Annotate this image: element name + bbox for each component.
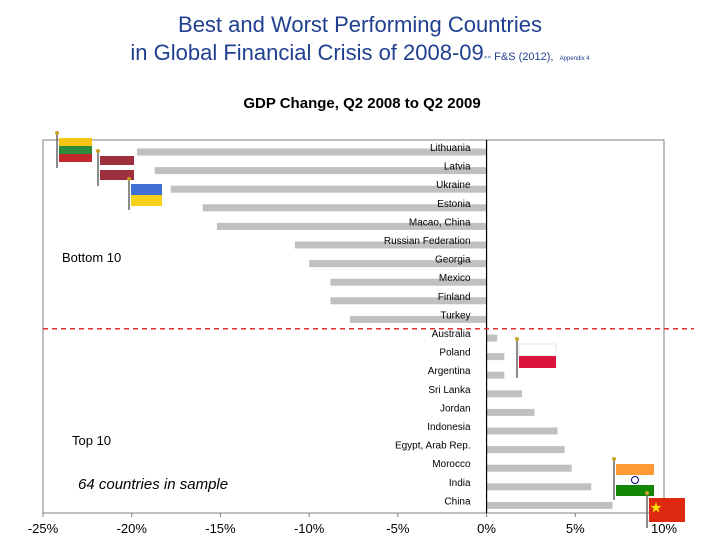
category-label: China xyxy=(444,496,471,507)
x-tick-label: -5% xyxy=(386,521,410,536)
slide-title-line1: Best and Worst Performing Countries xyxy=(178,12,542,37)
category-label: India xyxy=(449,478,471,489)
plot-area-frame xyxy=(42,139,665,514)
top-10-label: Top 10 xyxy=(72,433,111,448)
chart-title: GDP Change, Q2 2008 to Q2 2009 xyxy=(243,95,480,112)
x-tick-label: 0% xyxy=(477,521,496,536)
bar-australia xyxy=(486,334,498,342)
bar-india xyxy=(486,483,592,491)
category-label-group: Lithuania Latvia Ukraine Estonia Macao, Chin… xyxy=(384,143,471,507)
category-label: Argentina xyxy=(428,366,471,377)
x-tick-label: -10% xyxy=(294,521,325,536)
bar-morocco xyxy=(486,464,572,472)
category-label: Morocco xyxy=(432,459,471,470)
bar-egypt-arab-rep xyxy=(486,446,565,454)
bar-russian-federation xyxy=(294,241,487,249)
category-label: Estonia xyxy=(437,199,471,210)
bar-group xyxy=(137,148,613,509)
category-label: Mexico xyxy=(439,273,471,284)
citation-appendix: Appendix 4 xyxy=(559,56,590,62)
category-label: Lithuania xyxy=(430,143,471,154)
category-label: Ukraine xyxy=(436,180,471,191)
category-label: Russian Federation xyxy=(384,236,471,247)
poland-flag-icon xyxy=(515,337,557,378)
lithuania-flag-icon xyxy=(55,131,92,168)
category-label: Latvia xyxy=(444,162,471,173)
latvia-flag-icon xyxy=(96,149,134,186)
slide-title-line2: in Global Financial Crisis of 2008-09-- … xyxy=(0,40,720,72)
bar-sri-lanka xyxy=(486,390,523,398)
x-tick-label: -20% xyxy=(117,521,148,536)
category-label: Indonesia xyxy=(427,422,471,433)
sample-note: 64 countries in sample xyxy=(78,476,228,493)
category-label: Turkey xyxy=(440,310,470,321)
category-label: Macao, China xyxy=(409,217,471,228)
bar-turkey xyxy=(349,315,487,323)
bar-lithuania xyxy=(137,148,487,156)
x-tick-label: -15% xyxy=(205,521,236,536)
x-tick-label: -25% xyxy=(28,521,59,536)
bar-mexico xyxy=(330,278,487,286)
india-flag-icon xyxy=(612,457,654,500)
category-label: Poland xyxy=(439,348,470,359)
bar-china xyxy=(486,501,613,509)
category-label: Australia xyxy=(432,329,471,340)
category-label: Sri Lanka xyxy=(428,385,471,396)
bar-estonia xyxy=(202,204,487,212)
category-label: Jordan xyxy=(440,403,471,414)
bar-jordan xyxy=(486,408,535,416)
citation: -- F&S (2012), xyxy=(483,51,554,63)
x-tick-group: -25% -20% -15% -10% -5% 0% 5% 10% xyxy=(28,513,677,536)
bar-argentina xyxy=(486,371,505,379)
slide-title-line2-text: in Global Financial Crisis of 2008-09 xyxy=(130,40,484,65)
category-label: Egypt, Arab Rep. xyxy=(395,441,471,452)
ukraine-flag-icon xyxy=(127,177,162,210)
x-tick-label: 10% xyxy=(651,521,677,536)
bar-poland xyxy=(486,353,505,361)
x-tick-label: 5% xyxy=(566,521,585,536)
bar-latvia xyxy=(154,167,487,175)
bar-ukraine xyxy=(170,185,487,193)
bar-finland xyxy=(330,297,487,305)
category-label: Georgia xyxy=(435,255,471,266)
bar-macao-china xyxy=(216,222,487,230)
category-label: Finland xyxy=(438,292,471,303)
bar-georgia xyxy=(309,260,487,268)
bar-indonesia xyxy=(486,427,558,435)
bottom-10-label: Bottom 10 xyxy=(62,250,121,265)
china-flag-icon xyxy=(645,491,685,528)
